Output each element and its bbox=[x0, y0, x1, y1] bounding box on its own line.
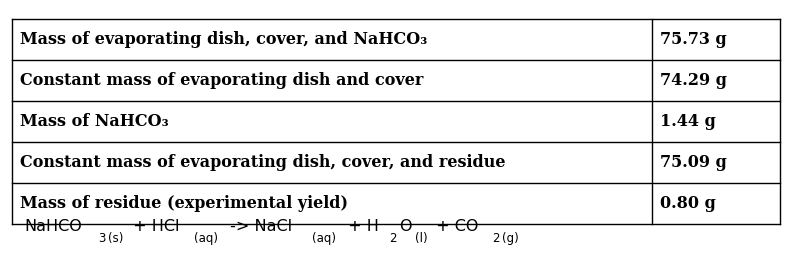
Text: Constant mass of evaporating dish, cover, and residue: Constant mass of evaporating dish, cover… bbox=[20, 154, 506, 171]
Text: Mass of evaporating dish, cover, and NaHCO₃: Mass of evaporating dish, cover, and NaH… bbox=[20, 30, 427, 48]
Text: O: O bbox=[399, 219, 411, 233]
Text: 74.29 g: 74.29 g bbox=[660, 72, 727, 89]
Text: Constant mass of evaporating dish and cover: Constant mass of evaporating dish and co… bbox=[20, 72, 423, 89]
Text: Mass of residue (experimental yield): Mass of residue (experimental yield) bbox=[20, 195, 348, 212]
Text: 75.09 g: 75.09 g bbox=[660, 154, 727, 171]
Text: 1.44 g: 1.44 g bbox=[660, 113, 716, 130]
Text: 2: 2 bbox=[492, 232, 500, 245]
Text: + H: + H bbox=[343, 219, 378, 233]
Text: + CO: + CO bbox=[431, 219, 478, 233]
Text: (g): (g) bbox=[502, 232, 519, 245]
Text: Mass of NaHCO₃: Mass of NaHCO₃ bbox=[20, 113, 169, 130]
Text: (s): (s) bbox=[108, 232, 123, 245]
Text: 75.73 g: 75.73 g bbox=[660, 30, 726, 48]
Text: (aq): (aq) bbox=[194, 232, 218, 245]
Text: -> NaCl: -> NaCl bbox=[226, 219, 293, 233]
Text: (l): (l) bbox=[415, 232, 427, 245]
Text: 2: 2 bbox=[389, 232, 397, 245]
Text: 0.80 g: 0.80 g bbox=[660, 195, 716, 212]
Text: (aq): (aq) bbox=[312, 232, 336, 245]
Text: NaHCO: NaHCO bbox=[24, 219, 82, 233]
Text: 3: 3 bbox=[98, 232, 106, 245]
Text: + HCl: + HCl bbox=[128, 219, 179, 233]
